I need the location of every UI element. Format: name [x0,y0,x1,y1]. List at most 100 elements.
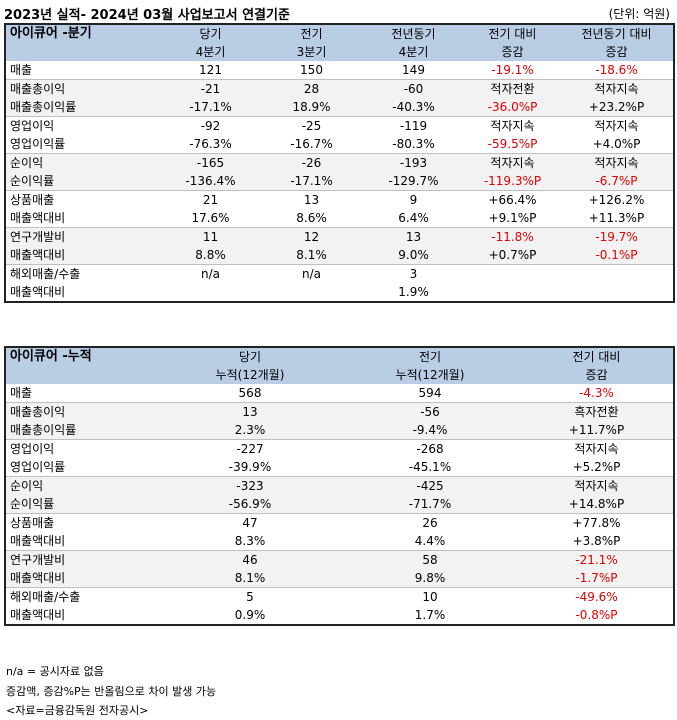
table-cell: -17.1% [261,172,362,191]
cumulative-section-label: 아이큐어 -누적 [5,347,160,366]
table-cell: 9.0% [362,246,465,265]
column-subheader: 4분기 [160,43,261,61]
row-label: 영업이익률 [5,458,160,477]
column-subheader: 증감 [520,366,674,384]
table-cell: +11.7%P [520,421,674,440]
table-cell: -0.8%P [520,606,674,626]
table-cell: 8.6% [261,209,362,228]
row-label: 영업이익 [10,442,55,456]
table-row: 매출액대비 17.6% 8.6% 6.4% +9.1%P +11.3%P [5,209,674,228]
table-cell [465,283,560,303]
table-row: 해외매출/수출 n/a n/a 3 [5,265,674,284]
table-cell: 28 [261,79,362,98]
table-cell: +5.2%P [520,458,674,477]
table-cell: +14.8%P [520,495,674,514]
table-row: 상품매출 21 13 9 +66.4% +126.2% [5,191,674,210]
table-cell: -6.7%P [560,172,674,191]
table-cell: 58 [340,550,520,569]
table-cell: -136.4% [160,172,261,191]
table-row: 순이익률 -56.9% -71.7% +14.8%P [5,495,674,514]
table-cell [261,283,362,303]
row-label: 매출액대비 [5,532,160,551]
table-cell: 150 [261,61,362,80]
table-cell: 적자지속 [594,119,639,133]
column-header: 전기 [340,347,520,366]
table-cell: 적자지속 [560,153,674,172]
row-label: 해외매출/수출 [10,590,81,604]
note-source: <자료=금융감독원 전자공시> [6,704,149,717]
table-cell: +4.0%P [560,135,674,154]
table-cell: 594 [340,384,520,403]
header-spacer [5,43,160,61]
table-cell: -92 [200,119,221,133]
table-cell: -11.8% [465,227,560,246]
column-header: 당기 [160,347,340,366]
row-label: 연구개발비 [5,550,160,569]
table-cell: -80.3% [362,135,465,154]
table-cell: -119 [399,119,428,133]
table-row: 순이익률 -136.4% -17.1% -129.7% -119.3%P -6.7%P [5,172,674,191]
table-cell: 2.3% [160,421,340,440]
quarterly-header-row-2: 4분기 3분기 4분기 증감 증감 [5,43,674,61]
table-cell [560,283,674,303]
column-subheader: 증감 [560,43,674,61]
column-subheader: 누적(12개월) [340,366,520,384]
row-label: 순이익률 [5,172,160,191]
table-cell: -19.7% [560,227,674,246]
table-row: 영업이익률 -39.9% -45.1% +5.2%P [5,458,674,477]
table-row: 연구개발비 46 58 -21.1% [5,550,674,569]
row-label: 상품매출 [10,516,55,530]
note-rounding: 증감액, 증감%P는 반올림으로 차이 발생 가능 [6,685,217,698]
table-cell: 4.4% [340,532,520,551]
table-cell: 1.9% [362,283,465,303]
table-cell: -227 [236,442,264,456]
cumulative-table: 아이큐어 -누적 당기 전기 전기 대비 누적(12개월) 누적(12개월) 증감 매출 568… [4,346,675,626]
table-cell: 47 [242,516,258,530]
table-cell: 17.6% [160,209,261,228]
row-label: 해외매출/수출 [10,267,81,281]
table-cell: -39.9% [160,458,340,477]
table-row: 해외매출/수출 5 10 -49.6% [5,588,674,607]
column-header: 전기 [261,24,362,43]
table-cell: n/a [301,267,321,281]
table-cell: -268 [416,442,444,456]
table-cell: +23.2%P [560,98,674,117]
table-cell: -56.9% [160,495,340,514]
table-cell: -60 [362,79,465,98]
column-header: 전기 대비 [465,24,560,43]
table-row: 매출 568 594 -4.3% [5,384,674,403]
table-cell: 9.8% [340,569,520,588]
quarterly-section-label: 아이큐어 -분기 [5,24,160,43]
row-label: 매출액대비 [5,209,160,228]
table-cell: -26 [261,153,362,172]
table-cell: -71.7% [340,495,520,514]
table-row: 매출액대비 1.9% [5,283,674,303]
row-label: 영업이익 [10,119,55,133]
row-label: 상품매출 [10,193,55,207]
column-header: 전기 대비 [520,347,674,366]
table-cell: 적자지속 [560,79,674,98]
row-label: 연구개발비 [5,227,160,246]
table-cell: 3 [409,267,418,281]
row-label: 매출액대비 [5,606,160,626]
table-cell: 46 [160,550,340,569]
table-cell: 6.4% [362,209,465,228]
row-label: 순이익률 [5,495,160,514]
table-cell: 26 [422,516,438,530]
row-label: 순이익 [5,476,160,495]
row-label: 매출액대비 [5,246,160,265]
table-cell: +9.1%P [465,209,560,228]
header-spacer [5,366,160,384]
table-cell: 적자지속 [465,153,560,172]
row-label: 매출액대비 [5,283,160,303]
table-cell: -165 [160,153,261,172]
table-cell: 149 [362,61,465,80]
table-cell: -45.1% [340,458,520,477]
table-cell: -19.1% [465,61,560,80]
table-row: 매출액대비 0.9% 1.7% -0.8%P [5,606,674,626]
row-label: 매출총이익률 [5,421,160,440]
table-cell: 8.8% [160,246,261,265]
table-cell: 적자지속 [574,442,619,456]
table-cell: 9 [409,193,418,207]
table-row: 매출총이익 -21 28 -60 적자전환 적자지속 [5,79,674,98]
